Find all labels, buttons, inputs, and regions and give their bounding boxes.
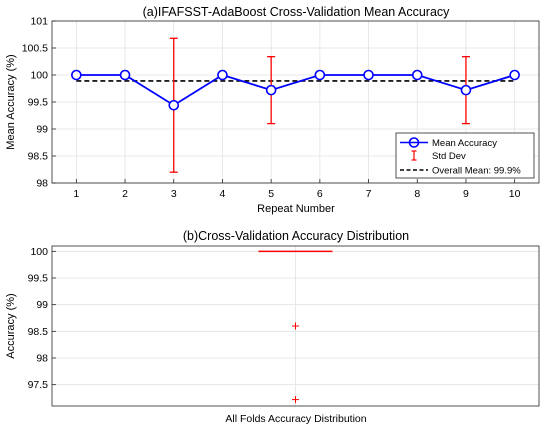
legend-std-label: Std Dev [432,151,466,162]
mean-accuracy-point [411,69,423,81]
chart-a-y-tick-label: 100.5 [22,43,48,55]
mean-accuracy-point [119,69,131,81]
chart-a-x-tick-label: 8 [414,188,420,200]
chart-b-grid [52,246,539,406]
chart-b-y-tick-label: 99 [36,299,48,311]
chart-b-title: (b)Cross-Validation Accuracy Distributio… [183,229,409,243]
mean-accuracy-point [168,99,180,111]
chart-a-legend: Mean Accuracy Std Dev Overall Mean: 99.9… [395,132,535,179]
chart-b-y-tick-label: 98 [36,353,48,365]
chart-b-ticks: 97.5 98 98.5 99 99.5 100 [28,246,56,391]
chart-a-ticks: 1 2 3 4 5 6 7 8 9 10 98 98.5 99 99.5 100 100.5 101 [22,16,521,201]
chart-a-x-tick-label: 7 [366,188,372,200]
chart-a-x-tick-label: 2 [122,188,128,200]
chart-a-x-tick-label: 6 [317,188,323,200]
chart-b-y-tick-label: 98.5 [28,326,49,338]
chart-a-x-tick-label: 1 [73,188,79,200]
mean-accuracy-point [314,69,326,81]
mean-accuracy-point [265,84,277,96]
chart-a-x-tick-label: 4 [220,188,226,200]
chart-a-y-tick-label: 98.5 [28,151,49,163]
chart-a-xlabel: Repeat Number [257,203,335,215]
chart-a-y-tick-label: 99.5 [28,97,49,109]
chart-a-y-tick-label: 99 [36,124,48,136]
mean-accuracy-point [71,69,82,81]
chart-b-box [258,250,333,404]
chart-a-x-tick-label: 10 [509,188,521,200]
chart-b-xlabel: All Folds Accuracy Distribution [225,413,366,425]
legend-mean-label: Mean Accuracy [432,138,497,149]
mean-accuracy-point [460,84,472,96]
chart-a-mean-series [71,69,520,111]
mean-accuracy-point [363,69,374,81]
chart-a-x-tick-label: 3 [171,188,177,200]
chart-b-y-tick-label: 99.5 [28,273,49,285]
chart-b: (b)Cross-Validation Accuracy Distributio… [5,229,540,425]
chart-a-x-tick-label: 5 [268,188,274,200]
legend-mean-marker [408,137,420,148]
chart-b-frame [51,245,540,407]
legend-overall-label: Overall Mean: 99.9% [432,166,521,177]
mean-accuracy-line [76,74,515,107]
chart-a: (a)IFAFSST-AdaBoost Cross-Validation Mea… [5,5,540,215]
chart-a-x-tick-label: 9 [463,188,469,200]
chart-a-y-tick-label: 98 [36,178,48,190]
chart-a-y-tick-label: 101 [30,16,48,28]
chart-b-y-tick-label: 100 [30,246,48,258]
chart-b-ylabel: Accuracy (%) [5,293,17,358]
chart-b-y-tick-label: 97.5 [28,379,49,391]
mean-accuracy-point [509,69,520,81]
chart-a-ylabel: Mean Accuracy (%) [5,54,17,149]
mean-accuracy-point [217,69,228,81]
chart-a-y-tick-label: 100 [30,70,48,82]
chart-a-title: (a)IFAFSST-AdaBoost Cross-Validation Mea… [143,5,451,19]
legend-box [395,132,535,179]
legend-std-marker [411,150,417,161]
